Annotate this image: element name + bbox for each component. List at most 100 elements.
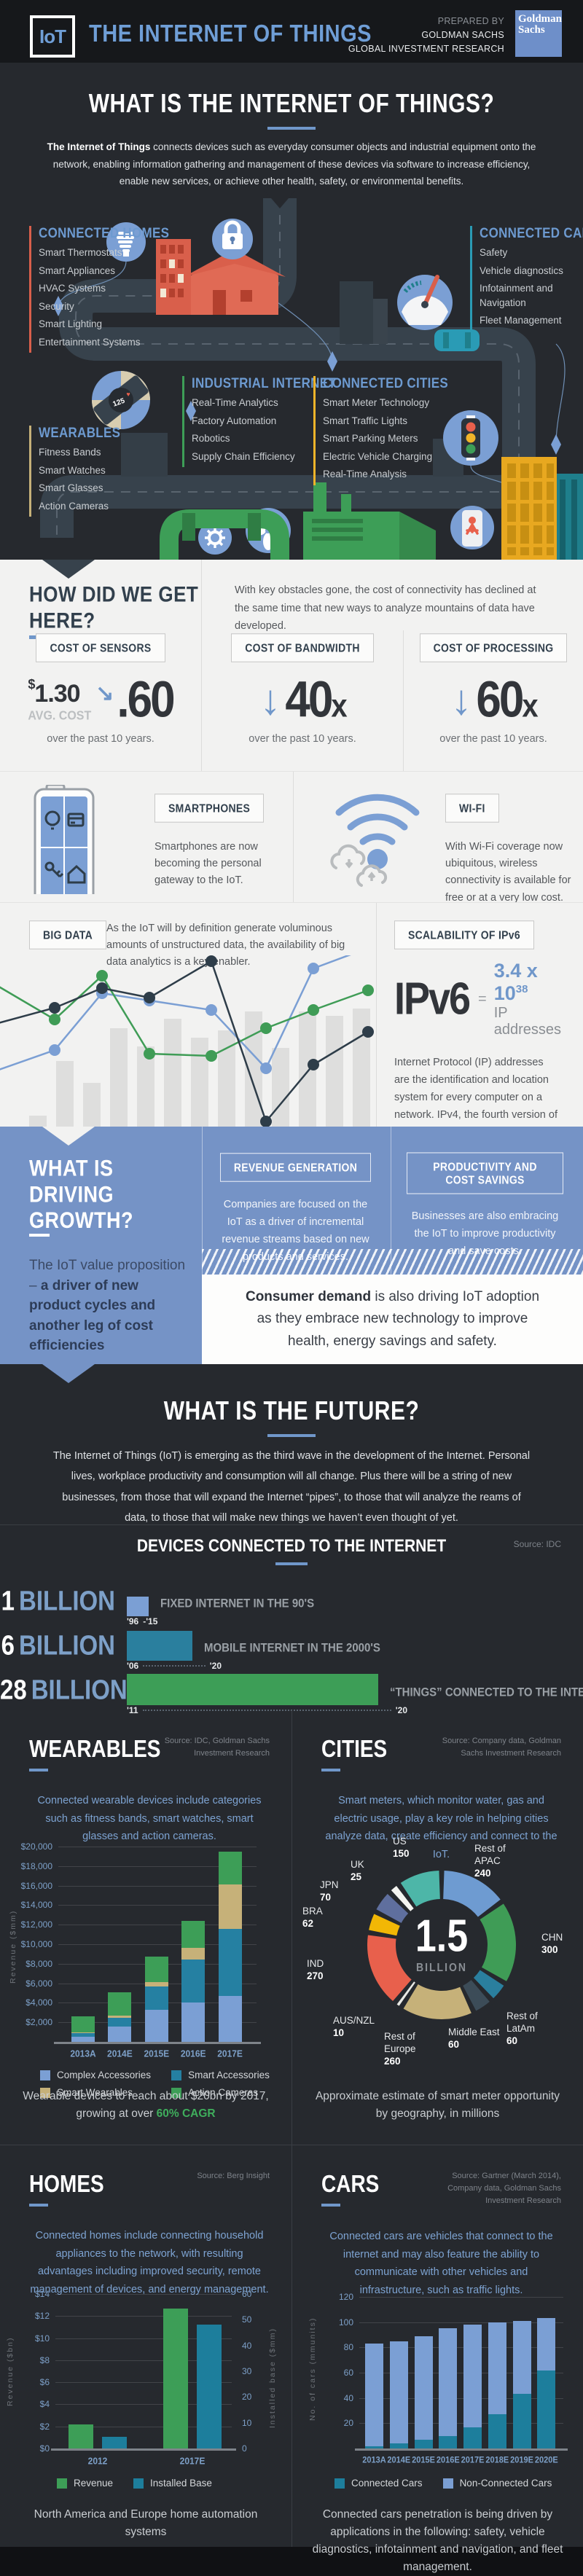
multiplier: 40x (285, 671, 347, 729)
device-count: 1 BILLION (1, 1585, 115, 1616)
building-silhouette (373, 299, 388, 344)
left-tick-label: $14 (34, 2289, 50, 2299)
right-tick-label: 0 (242, 2443, 247, 2454)
cities-donut-chart: 1.5 BILLION Rest of APAC 240 CHN 300 Rest of L… (292, 1836, 583, 2076)
red-house-icon (184, 249, 286, 315)
grid-line (55, 2382, 232, 2384)
wifi-text: With Wi-Fi coverage now ubiquitous, wire… (445, 841, 571, 904)
traffic-light-icon (443, 410, 498, 466)
wifi-block: WI-FI With Wi-Fi coverage now ubiquitous… (294, 772, 583, 904)
yellow-building-icon (501, 457, 557, 560)
donut-label: Rest of Europe 260 (384, 2031, 416, 2067)
device-label: MOBILE INTERNET IN THE 2000'S (204, 1641, 380, 1655)
category-connected-cities: CONNECTED CITIES Smart Meter Technology Sm… (313, 375, 448, 485)
installed-base-bar (102, 2437, 127, 2448)
bar-segment (488, 2322, 506, 2415)
section-notch (42, 1364, 95, 1383)
donut-label: Middle East 60 (448, 2027, 500, 2050)
car-icon (434, 329, 480, 351)
divider (0, 1524, 583, 1525)
grid-line (55, 2294, 232, 2295)
consumer-demand-box: Consumer demand is also driving IoT adop… (202, 1275, 583, 1364)
panel-title: WEARABLES (29, 1735, 161, 1763)
legend-swatch (171, 2087, 182, 2098)
category-item: Smart Traffic Lights (323, 415, 408, 426)
category-item: Smart Parking Meters (323, 433, 418, 445)
bigdata-label: BIG DATA (29, 920, 106, 950)
legend-swatch (40, 2070, 50, 2080)
pedestrian-signal-icon (450, 506, 494, 549)
category-item: Infotainment and Navigation (480, 283, 553, 308)
iot-logo: IoT (30, 15, 75, 58)
lightbulb-icon (106, 222, 146, 262)
productivity-card: PRODUCTIVITY AND COST SAVINGS Businesses… (407, 1152, 563, 1261)
device-years: '11'20 (127, 1705, 407, 1715)
red-apartment-icon (156, 239, 191, 315)
bar-segment (108, 2026, 132, 2042)
category-item: Fitness Bands (39, 447, 101, 458)
left-tick-label: $10 (34, 2333, 50, 2344)
category-title: CONNECTED HOMES (39, 224, 170, 241)
growth-section: WHAT IS DRIVING GROWTH? The IoT value pr… (0, 1127, 583, 1364)
bar-segment (537, 2318, 556, 2371)
legend-item: Connected Cars (334, 2478, 423, 2489)
bar-segment (414, 2439, 433, 2448)
grid-line (55, 2316, 232, 2317)
new-cost: .60 (117, 671, 175, 729)
smart-watch-icon: 125 ♥ (92, 371, 150, 429)
bar-segment (71, 2016, 95, 2032)
smartphones-label: SMARTPHONES (154, 794, 265, 823)
legend-item: Action Cameras (171, 2087, 270, 2098)
card-label: COST OF BANDWIDTH (231, 633, 374, 662)
left-tick-label: $2 (39, 2421, 50, 2432)
section-notch (42, 1127, 95, 1146)
category-item: Smart Glasses (39, 482, 103, 494)
category-item: Action Cameras (39, 500, 109, 512)
category-title: CONNECTED CARS (480, 224, 583, 241)
down-arrow-icon: ↓ (450, 676, 472, 724)
connector-diamonds (53, 296, 561, 455)
panel-intro: Smart meters, which monitor water, gas a… (325, 1795, 557, 1860)
y-axis-label: No. of cars (mmunits) (308, 2317, 317, 2421)
bar-segment (488, 2414, 506, 2448)
category-wearables: WEARABLES Fitness Bands Smart Watches Smart… (29, 425, 120, 517)
factory-icon (303, 482, 436, 560)
grid-line (55, 2360, 232, 2361)
cost-of-sensors-card: COST OF SENSORS $1.30 AVG. COST ↘ .60 ov… (0, 630, 202, 771)
revenue-bar (69, 2424, 93, 2448)
category-item: Safety (480, 247, 508, 258)
bar-segment (181, 1960, 206, 2003)
ipv6-value: 3.4 x 1038 IP addresses (493, 960, 561, 1038)
bar-segment (181, 1948, 206, 1960)
donut-segment-aus-nzl (396, 1981, 415, 2006)
panel-title: HOMES (29, 2170, 104, 2198)
y-tick-label: $16,000 (20, 1880, 52, 1891)
category-item: Smart Meter Technology (323, 397, 430, 408)
y-tick-label: $10,000 (20, 1939, 52, 1949)
homes-chart: $0 $2 $4 $6 $8 $10 $12 $14 0 10 20 30 40 50 60 Revenue … (0, 2282, 292, 2501)
chart-legend: Revenue Installed Base (57, 2478, 212, 2489)
category-item: Smart Lighting (39, 318, 103, 330)
bar-segment (144, 1986, 168, 2010)
how-section: HOW DID WE GET HERE? With key obstacles … (0, 560, 583, 771)
cost-of-processing-card: COST OF PROCESSING ↓ 60x over the past 1… (404, 630, 583, 771)
panel-source: Source: Company data, Goldman Sachs Inve… (442, 1737, 561, 1758)
legend-swatch (334, 2478, 345, 2489)
goldman-sachs-logo: Goldman Sachs (515, 10, 562, 57)
y-tick-label: $14,000 (20, 1900, 52, 1911)
donut-segment-uk (391, 1886, 414, 1911)
category-item: Smart Appliances (39, 265, 116, 276)
iot-ecosystem-diagram: 125 ♥ (0, 188, 583, 560)
road-chevron (262, 188, 297, 208)
y-tick-label: 80 (343, 2342, 353, 2353)
legend-item: Non-Connected Cars (442, 2478, 552, 2489)
smartphones-block: SMARTPHONES Smartphones are now becoming… (0, 772, 294, 902)
category-item: HVAC Systems (39, 283, 106, 294)
building-silhouette (121, 433, 168, 477)
category-industrial: INDUSTRIAL INTERNET Real-Time Analytics Fa… (182, 375, 336, 468)
x-tick-label: 2017E (217, 2048, 243, 2059)
x-tick-label: 2014E (387, 2455, 411, 2465)
category-item: Fleet Management (480, 315, 562, 326)
category-item: Electric Vehicle Charging (323, 450, 433, 462)
x-tick-label: 2019E (510, 2455, 533, 2465)
